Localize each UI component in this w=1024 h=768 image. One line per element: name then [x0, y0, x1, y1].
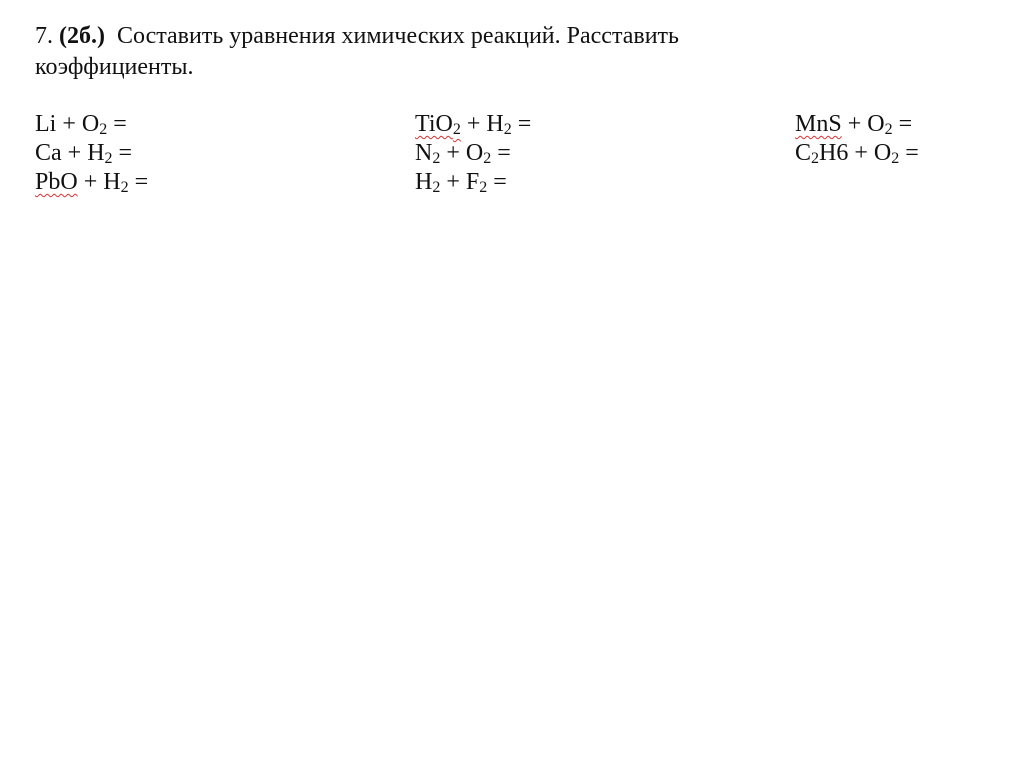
formula-text: + H	[460, 111, 504, 137]
formula-text: =	[892, 111, 913, 137]
subscript: 2	[99, 121, 108, 138]
formula-text: PbO	[35, 169, 78, 195]
formula-text: =	[128, 169, 149, 195]
formula-text: H6 + O	[819, 140, 892, 166]
formula-text: + O	[440, 140, 484, 166]
formula-text: =	[107, 111, 127, 137]
formula-text: Li + O	[35, 111, 100, 137]
formula-text: =	[511, 111, 532, 137]
equation-column-1: Li + O2 = Ca + H2 = PbO + H2 =	[35, 110, 148, 197]
subscript: 2	[483, 150, 492, 167]
formula-text: H	[415, 169, 433, 195]
equation: Li + O2 =	[35, 110, 148, 139]
task-text: Составить уравнения химических реакций. …	[116, 23, 679, 49]
equation: TiO2 + H2 =	[415, 110, 531, 139]
subscript: 2	[884, 121, 893, 138]
equation-column-3: MnS + O2 = C2H6 + O2 =	[795, 110, 919, 168]
formula-text: + O	[841, 111, 885, 137]
task-points: (2б.)	[59, 23, 105, 49]
subscript: 2	[891, 150, 900, 167]
equation: N2 + O2 =	[415, 139, 531, 168]
formula-text: + F	[440, 169, 480, 195]
subscript: 2	[120, 179, 129, 196]
formula-text: =	[112, 140, 133, 166]
equation: C2H6 + O2 =	[795, 139, 919, 168]
equation: MnS + O2 =	[795, 110, 919, 139]
task-line-2: коэффициенты.	[35, 54, 194, 80]
task-heading: 7. (2б.) Составить уравнения химических …	[35, 21, 755, 83]
subscript: 2	[503, 121, 512, 138]
formula-text: TiO	[415, 111, 453, 137]
formula-text: + H	[77, 169, 121, 195]
task-line-1: 7. (2б.) Составить уравнения химических …	[35, 21, 755, 52]
formula-text: C	[795, 140, 812, 166]
formula-text: N	[415, 140, 433, 166]
formula-text: =	[487, 169, 507, 195]
subscript: 2	[432, 179, 441, 196]
subscript: 2	[479, 179, 488, 196]
equation-column-2: TiO2 + H2 = N2 + O2 = H2 + F2 =	[415, 110, 531, 197]
subscript: 2	[104, 150, 113, 167]
task-number: 7.	[35, 23, 53, 49]
formula-text: Ca + H	[35, 140, 105, 166]
subscript: 2	[811, 150, 820, 167]
equation: H2 + F2 =	[415, 168, 531, 197]
formula-text: MnS	[795, 111, 842, 137]
subscript: 2	[452, 121, 461, 138]
equation: PbO + H2 =	[35, 168, 148, 197]
subscript: 2	[432, 150, 441, 167]
formula-text: =	[899, 140, 919, 166]
formula-text: =	[491, 140, 511, 166]
equation: Ca + H2 =	[35, 139, 148, 168]
